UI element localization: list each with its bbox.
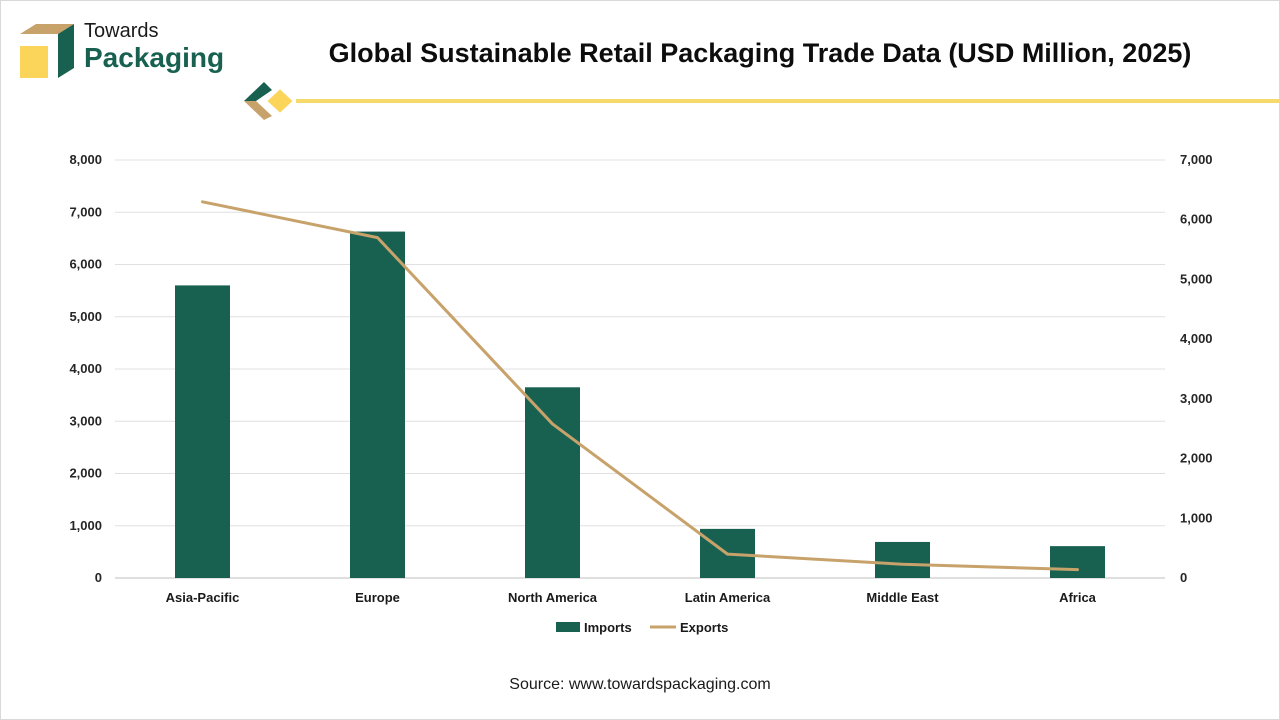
y-left-tick-label: 0 (95, 570, 102, 585)
x-category-label: Asia-Pacific (166, 590, 240, 605)
x-category-label: Latin America (685, 590, 771, 605)
y-left-tick-label: 1,000 (69, 518, 102, 533)
y-left-tick-label: 8,000 (69, 152, 102, 167)
y-right-tick-label: 3,000 (1180, 391, 1213, 406)
brand-logo: Towards Packaging (16, 18, 246, 84)
box-logo-icon (20, 24, 74, 78)
exports-line (201, 200, 1079, 572)
y-left-tick-label: 6,000 (69, 257, 102, 272)
y-right-tick-label: 2,000 (1180, 451, 1213, 466)
y-right-tick-label: 4,000 (1180, 331, 1213, 346)
title-divider (244, 82, 1280, 120)
x-category-label: North America (508, 590, 598, 605)
y-right-tick-label: 7,000 (1180, 152, 1213, 167)
x-category-label: Europe (355, 590, 400, 605)
y-right-tick-label: 1,000 (1180, 510, 1213, 525)
y-left-tick-label: 4,000 (69, 361, 102, 376)
legend-imports-swatch (556, 622, 580, 632)
chart-title: Global Sustainable Retail Packaging Trad… (328, 38, 1192, 68)
imports-bar (1050, 546, 1105, 578)
y-left-tick-label: 3,000 (69, 413, 102, 428)
y-right-tick-label: 6,000 (1180, 212, 1213, 227)
y-left-tick-label: 7,000 (69, 204, 102, 219)
y-left-tick-label: 5,000 (69, 309, 102, 324)
imports-bar (875, 541, 930, 578)
brand-name-line1: Towards (84, 20, 159, 42)
imports-bar (175, 285, 230, 578)
legend-imports-label: Imports (584, 620, 632, 635)
brand-name-line2: Packaging (84, 42, 225, 73)
x-category-label: Middle East (866, 590, 939, 605)
source-note: Source: www.towardspackaging.com (509, 676, 771, 693)
y-right-tick-label: 0 (1180, 570, 1187, 585)
x-category-label: Africa (1059, 590, 1097, 605)
legend-exports-label: Exports (680, 620, 728, 635)
y-right-tick-label: 5,000 (1180, 271, 1213, 286)
imports-bar (525, 387, 580, 578)
imports-bar (350, 231, 405, 578)
y-left-tick-label: 2,000 (69, 466, 102, 481)
